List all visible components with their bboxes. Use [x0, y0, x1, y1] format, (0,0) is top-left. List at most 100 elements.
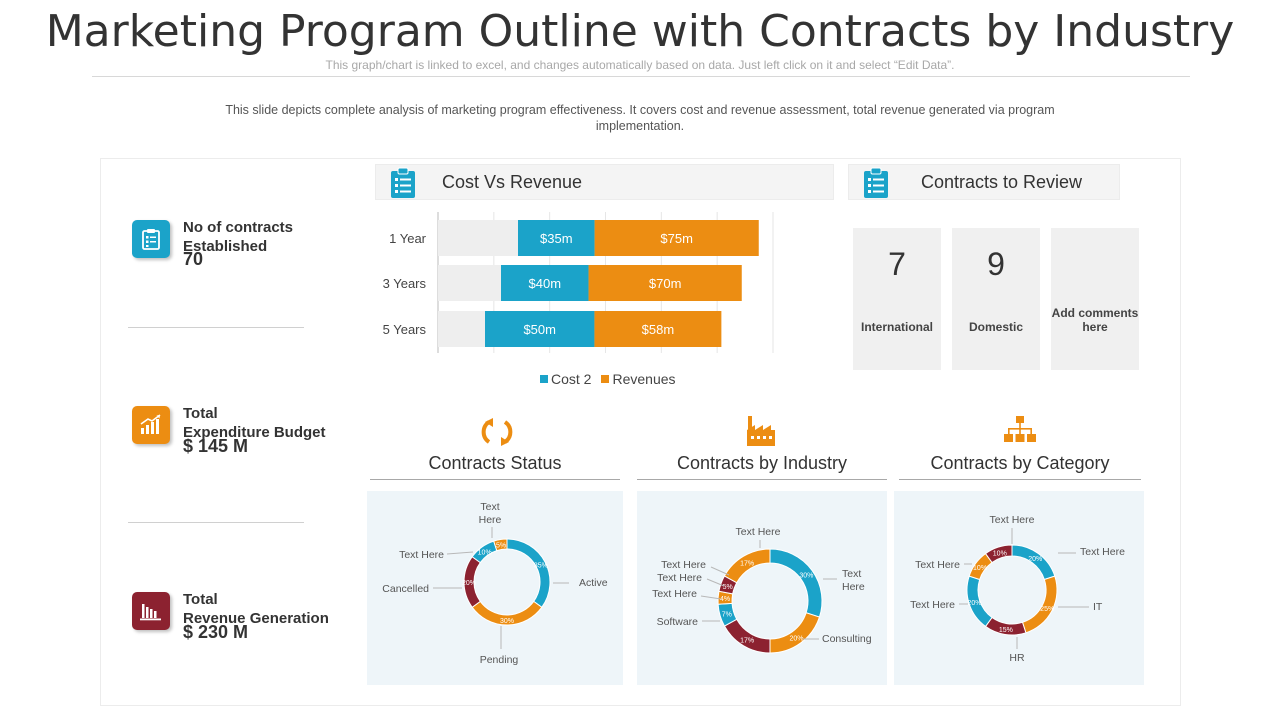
legend-item-revenues: Revenues	[601, 371, 676, 387]
slice-label: Text	[480, 501, 499, 513]
kpi-label-line2: Revenue Generation	[183, 610, 329, 627]
kpi-label-line2: Established	[183, 238, 268, 255]
category-label: 3 Years	[383, 276, 427, 291]
slice-label: Text Here	[990, 514, 1035, 526]
kpi-label-line1: Total	[183, 405, 218, 422]
slice-label: Text Here	[657, 572, 702, 584]
legend-item-cost: Cost 2	[540, 371, 591, 387]
donut-slice	[723, 618, 771, 654]
slice-percent: 35%	[534, 563, 548, 570]
category-label: 5 Years	[383, 322, 427, 337]
clipboard-icon	[390, 167, 416, 204]
clipboard-checklist-icon	[132, 220, 170, 258]
slice-percent: 17%	[740, 638, 754, 645]
kpi-value: 70	[183, 249, 204, 269]
revenue-bar	[594, 220, 759, 256]
slice-percent: 20%	[967, 600, 981, 607]
section-title: Cost Vs Revenue	[442, 172, 583, 192]
slice-percent: 5%	[496, 542, 506, 549]
leader-line	[700, 595, 722, 600]
slice-label: Software	[657, 616, 699, 628]
section-title: Contracts to Review	[921, 172, 1083, 192]
slice-label: Pending	[480, 654, 519, 666]
slide-description: This slide depicts complete analysis of …	[225, 103, 1055, 133]
slice-label: Here	[479, 514, 502, 526]
contracts-by-industry-title: Contracts by Industry	[676, 453, 848, 473]
slice-label: Cancelled	[382, 583, 429, 595]
slice-label: Text Here	[399, 549, 444, 561]
review-count: 7	[888, 246, 906, 282]
kpi-divider	[128, 522, 304, 523]
review-comments[interactable]: Add comments here	[1051, 228, 1139, 370]
edit-data-note: This graph/chart is linked to excel, and…	[325, 58, 955, 72]
review-label: International	[860, 320, 933, 334]
hierarchy-icon	[1004, 416, 1036, 442]
bar-value-label: $35m	[540, 231, 573, 246]
revenue-bars-icon	[132, 592, 170, 630]
clipboard-icon	[863, 167, 889, 204]
bar-value-label: $50m	[523, 322, 556, 337]
donut-slice	[506, 538, 551, 608]
bar-value-label: $58m	[642, 322, 675, 337]
slice-percent: 20%	[462, 580, 476, 587]
cost-bar	[501, 265, 589, 301]
contracts-by-category-title: Contracts by Category	[930, 453, 1110, 473]
slice-percent: 7%	[722, 612, 732, 619]
slice-percent: 15%	[999, 627, 1013, 634]
donut-slice	[493, 538, 508, 552]
slice-label: HR	[1009, 652, 1025, 664]
review-comments-text: Add comments here	[1051, 306, 1139, 334]
slice-label: Text Here	[736, 526, 781, 538]
refresh-cycle-icon	[481, 418, 513, 446]
bar-legend: Cost 2 Revenues	[540, 371, 676, 387]
kpi-label-line1: No of contracts	[183, 219, 294, 236]
review-count: 9	[987, 246, 1005, 282]
bar-value-label: $70m	[649, 276, 682, 291]
slice-label: Active	[579, 577, 608, 589]
kpi-value: $ 230 M	[183, 622, 249, 642]
slice-percent: 30%	[799, 573, 813, 580]
contracts-by-category-donut: 20% 25% 15% 20% 10% 10% Text Here IT HR Text Here…	[910, 514, 1125, 664]
slice-percent: 4%	[720, 596, 730, 603]
kpi-divider	[128, 327, 304, 328]
slice-percent: 20%	[1028, 556, 1042, 563]
contracts-status-donut: 35% 30% 20% 10% 5% Active Pending Cancelled Text…	[382, 501, 608, 666]
bar-value-label: $75m	[660, 231, 693, 246]
slice-label: Text Here	[910, 599, 955, 611]
slice-label: Consulting	[822, 633, 872, 645]
donut-panel-status	[367, 491, 623, 685]
slice-percent: 10%	[973, 565, 987, 572]
donut-panel-category	[894, 491, 1144, 685]
title-underline	[637, 479, 887, 480]
slice-label: Text Here	[661, 559, 706, 571]
slice-percent: 5%	[723, 584, 733, 591]
bar-value-label: $40m	[529, 276, 562, 291]
slice-label: Text Here	[1080, 546, 1125, 558]
review-domestic: 9 Domestic	[952, 228, 1040, 370]
title-underline	[370, 479, 620, 480]
slice-label: Text Here	[915, 559, 960, 571]
donut-slice	[984, 544, 1013, 564]
cost-bar	[518, 220, 595, 256]
revenue-bar	[588, 265, 742, 301]
review-label: Domestic	[968, 320, 1024, 334]
cost-vs-revenue-chart: 1 Year $35m $75m 3 Years $40m $70m 5 Years $50m…	[383, 212, 774, 353]
bar-growth-icon	[132, 406, 170, 444]
revenue-bar	[594, 311, 722, 347]
contracts-to-review-header: Contracts to Review	[848, 164, 1120, 200]
donut-slice	[769, 612, 821, 654]
kpi-value: $ 145 M	[183, 436, 249, 456]
leader-line	[710, 566, 730, 576]
donut-slice	[723, 548, 771, 584]
leader-line	[446, 551, 474, 555]
slice-percent: 10%	[478, 549, 492, 556]
slice-label: Text	[842, 568, 861, 580]
title-divider	[92, 76, 1190, 77]
title-underline	[899, 479, 1141, 480]
slice-label: IT	[1093, 601, 1103, 613]
category-label: 1 Year	[389, 231, 427, 246]
review-international: 7 International	[853, 228, 941, 370]
cost-bar	[485, 311, 595, 347]
slice-label: Here	[842, 581, 865, 593]
